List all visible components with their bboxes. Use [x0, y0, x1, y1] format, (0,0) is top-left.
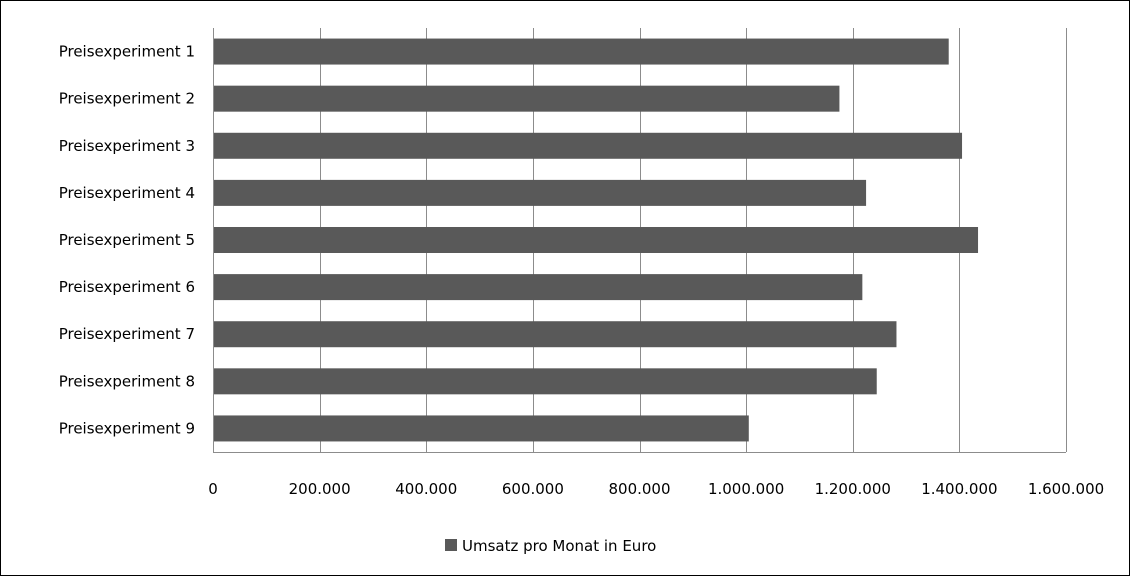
- category-label: Preisexperiment 4: [59, 184, 195, 202]
- x-tick-label: 200.000: [289, 480, 351, 498]
- legend-label: Umsatz pro Monat in Euro: [462, 537, 656, 555]
- category-label: Preisexperiment 7: [59, 325, 195, 343]
- category-label: Preisexperiment 8: [59, 372, 195, 390]
- bar-7: [214, 321, 897, 348]
- bar-3: [214, 132, 963, 159]
- bars: [214, 38, 979, 442]
- bar-8: [214, 368, 877, 395]
- category-label: Preisexperiment 5: [59, 231, 195, 249]
- legend: Umsatz pro Monat in Euro: [445, 537, 656, 555]
- bar-6: [214, 274, 863, 301]
- tick-labels: 0 200.000 400.000 600.000 800.000 1.000.000 1.…: [208, 480, 1104, 498]
- bar-2: [214, 85, 840, 112]
- category-label: Preisexperiment 1: [59, 43, 195, 61]
- x-tick-label: 1.200.000: [815, 480, 891, 498]
- bar-9: [214, 415, 749, 442]
- legend-swatch: [445, 539, 457, 551]
- category-label: Preisexperiment 2: [59, 90, 195, 108]
- x-tick-label: 600.000: [502, 480, 564, 498]
- category-label: Preisexperiment 3: [59, 137, 195, 155]
- x-tick-label: 1.400.000: [921, 480, 997, 498]
- x-tick-label: 400.000: [395, 480, 457, 498]
- category-label: Preisexperiment 6: [59, 278, 195, 296]
- bar-1: [214, 38, 949, 65]
- bar-5: [214, 227, 979, 253]
- x-tick-label: 0: [208, 480, 218, 498]
- category-label: Preisexperiment 9: [59, 419, 195, 437]
- category-labels: Preisexperiment 1 Preisexperiment 2 Preise…: [59, 43, 195, 438]
- bar-4: [214, 179, 867, 206]
- x-tick-label: 800.000: [608, 480, 670, 498]
- x-tick-label: 1.000.000: [708, 480, 784, 498]
- x-tick-label: 1.600.000: [1028, 480, 1104, 498]
